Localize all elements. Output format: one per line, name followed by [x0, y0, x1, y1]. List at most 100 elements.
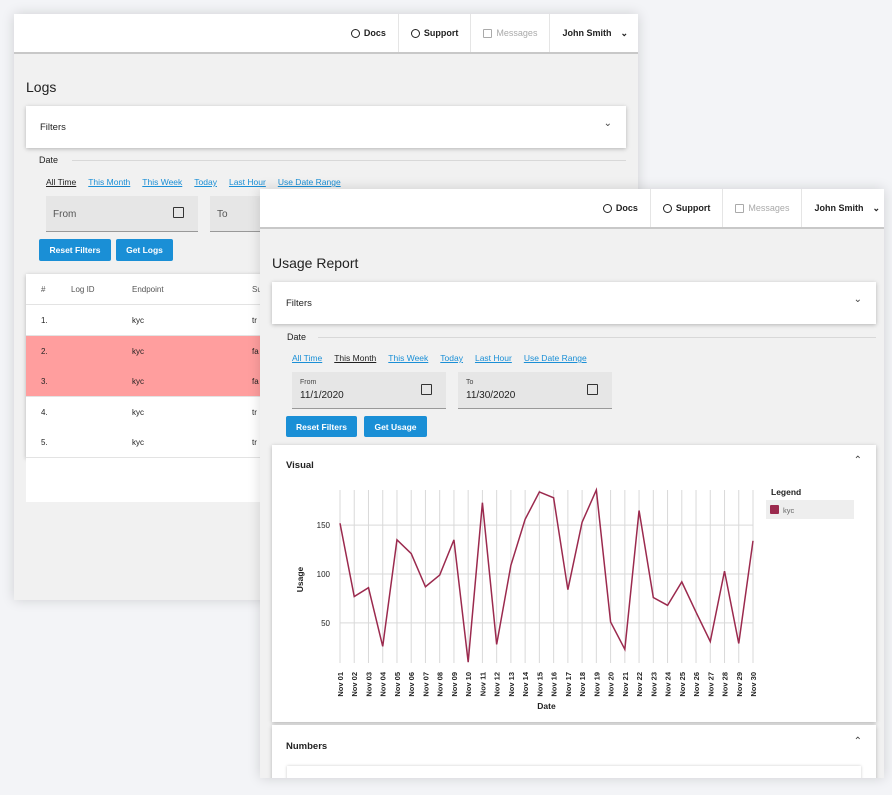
- calendar-icon: [421, 384, 432, 395]
- calendar-icon: [587, 384, 598, 395]
- x-tick-label: Nov 28: [721, 672, 730, 697]
- range-link[interactable]: This Month: [88, 177, 131, 187]
- x-tick-label: Nov 22: [635, 672, 644, 697]
- range-link[interactable]: Use Date Range: [277, 177, 341, 187]
- range-link[interactable]: Today: [194, 177, 217, 187]
- cell: tr: [252, 407, 257, 417]
- divider: [72, 160, 626, 161]
- legend-swatch: [770, 505, 779, 514]
- nav-text: Docs: [615, 203, 638, 213]
- x-tick-label: Nov 20: [607, 672, 616, 697]
- button[interactable]: Reset Filters: [286, 416, 357, 437]
- visual-card: Visual ⌃ 50 100 150 Nov 01 Nov 02 Nov 03 Nov 0…: [272, 445, 876, 722]
- button[interactable]: Get Usage: [364, 416, 427, 437]
- nav-text: Docs: [363, 28, 386, 38]
- x-tick-label: Nov 04: [379, 671, 388, 696]
- x-tick-label: Nov 13: [507, 672, 516, 697]
- chevron: ⌄: [603, 118, 612, 129]
- x-tick-label: Nov 25: [678, 672, 687, 697]
- legend-title: Legend: [771, 487, 801, 497]
- cell: 3.: [41, 377, 48, 386]
- x-tick-label: Nov 06: [407, 672, 416, 697]
- x-tick-label: Nov 19: [592, 672, 601, 697]
- nav-support[interactable]: Support: [649, 189, 723, 227]
- chevron[interactable]: ⌃: [853, 455, 862, 466]
- cell: tr: [252, 438, 257, 447]
- y-tick-label: 50: [321, 619, 330, 628]
- nav-text: Support: [423, 28, 459, 38]
- section-title: Numbers: [286, 741, 328, 752]
- range-link[interactable]: Last Hour: [228, 177, 266, 187]
- nav-text: Messages: [748, 203, 790, 213]
- range-link[interactable]: Last Hour: [474, 353, 512, 363]
- range-link[interactable]: This Week: [142, 177, 183, 187]
- y-tick-label: 100: [317, 570, 331, 579]
- x-tick-label: Nov 10: [464, 672, 473, 697]
- x-tick-label: Nov 11: [478, 672, 487, 696]
- filters-card[interactable]: Filters ⌄: [272, 282, 876, 324]
- x-tick-label: Nov 05: [393, 672, 402, 697]
- nav-bar: Docs Support Messages John Smith ⌄: [260, 189, 884, 229]
- nav-messages[interactable]: Messages: [470, 14, 549, 52]
- from-input[interactable]: From 11/1/2020: [292, 372, 446, 409]
- x-tick-label: Nov 18: [578, 672, 587, 697]
- range-link[interactable]: Today: [440, 353, 463, 363]
- cell: kyc: [132, 407, 144, 417]
- column-header: #: [41, 285, 46, 294]
- input-value: 11/30/2020: [466, 390, 516, 401]
- placeholder: To: [217, 209, 228, 220]
- x-tick-label: Nov 03: [364, 672, 373, 697]
- nav-user[interactable]: John Smith ⌄: [549, 14, 638, 52]
- divider: [318, 337, 876, 338]
- nav-messages[interactable]: Messages: [722, 189, 801, 227]
- nav-support[interactable]: Support: [397, 14, 471, 52]
- button[interactable]: Reset Filters: [39, 239, 111, 261]
- nav-docs[interactable]: Docs: [339, 14, 398, 52]
- x-tick-label: Nov 14: [521, 671, 530, 696]
- button[interactable]: Get Logs: [116, 239, 173, 261]
- x-tick-label: Nov 16: [550, 672, 559, 697]
- x-tick-label: Nov 09: [450, 672, 459, 697]
- series-line: [339, 487, 754, 663]
- x-tick-label: Nov 07: [421, 672, 430, 697]
- range-links: All Time This Month This Week Today Last Hou…: [46, 177, 341, 187]
- range-link[interactable]: Use Date Range: [523, 353, 587, 363]
- table-footer: [26, 458, 266, 502]
- range-link[interactable]: All Time: [46, 177, 77, 187]
- input-label: From: [300, 379, 317, 386]
- range-link[interactable]: This Month: [334, 353, 377, 363]
- numbers-table: [287, 766, 861, 778]
- nav-text: Messages: [496, 28, 538, 38]
- x-tick-label: Nov 15: [535, 672, 544, 697]
- cell: kyc: [132, 316, 144, 325]
- cell: 4.: [41, 407, 48, 417]
- filters-label: Filters: [286, 298, 312, 309]
- cell: 5.: [41, 438, 48, 447]
- x-tick-label: Nov 24: [664, 671, 673, 696]
- x-tick-label: Nov 29: [735, 672, 744, 697]
- range-link[interactable]: All Time: [292, 353, 323, 363]
- nav-text: John Smith: [814, 203, 864, 213]
- nav-user[interactable]: John Smith ⌄: [801, 189, 884, 227]
- filters-card[interactable]: Filters ⌄: [26, 106, 626, 148]
- to-input[interactable]: To 11/30/2020: [458, 372, 612, 409]
- y-tick-label: 150: [317, 521, 331, 530]
- cell: fa: [252, 346, 259, 356]
- chevron[interactable]: ⌃: [853, 736, 862, 747]
- from-input[interactable]: From: [46, 196, 198, 232]
- cell: 2.: [41, 346, 48, 356]
- cell: tr: [252, 316, 257, 325]
- page-title: Logs: [26, 79, 57, 95]
- input-value: 11/1/2020: [300, 390, 344, 401]
- cell: fa: [252, 377, 259, 386]
- numbers-card: Numbers ⌃: [272, 725, 876, 778]
- legend-item: [766, 500, 854, 519]
- x-tick-label: Nov 08: [436, 672, 445, 697]
- nav-docs[interactable]: Docs: [591, 189, 650, 227]
- column-header: Endpoint: [132, 285, 164, 294]
- x-tick-label: Nov 27: [706, 672, 715, 697]
- column-header: Su: [252, 285, 262, 294]
- nav-text: John Smith: [562, 28, 612, 38]
- range-link[interactable]: This Week: [388, 353, 429, 363]
